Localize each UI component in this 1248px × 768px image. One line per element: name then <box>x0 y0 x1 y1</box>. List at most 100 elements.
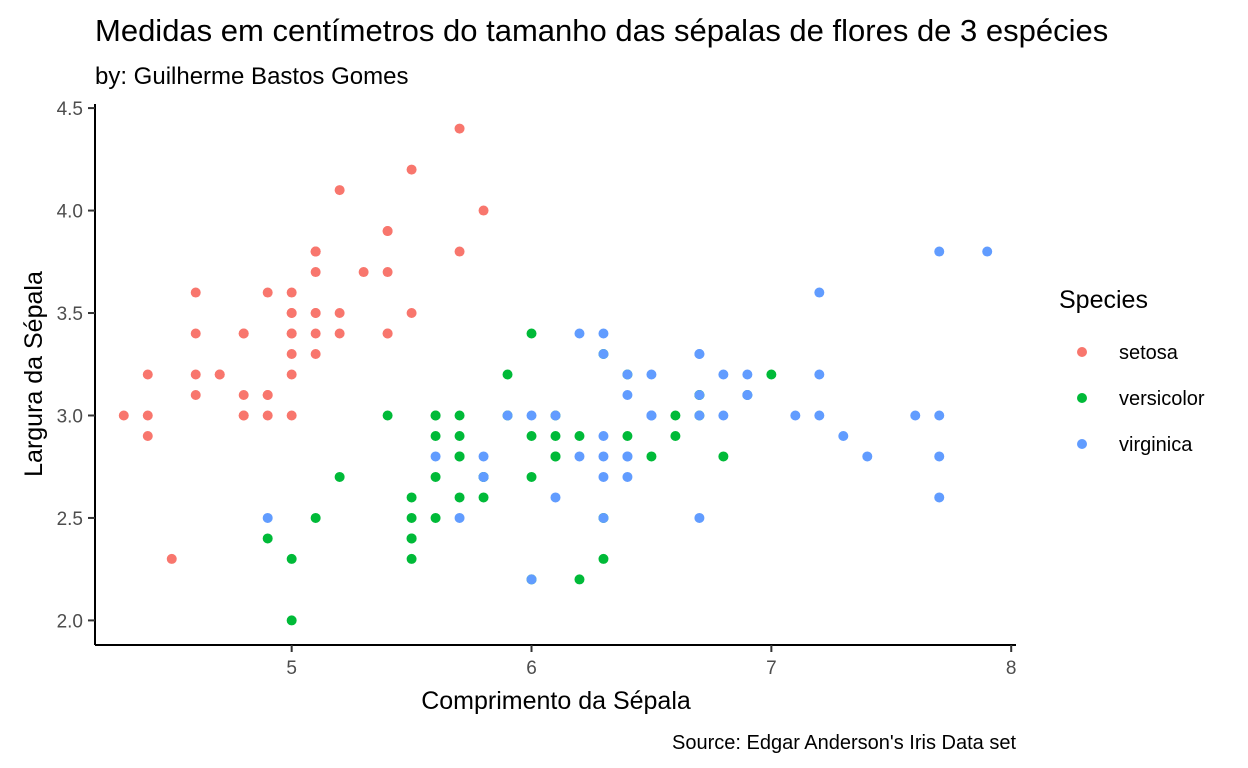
point-virginica <box>454 512 465 523</box>
point-virginica <box>934 410 945 421</box>
point-versicolor <box>574 430 585 441</box>
point-versicolor <box>670 430 681 441</box>
point-versicolor <box>430 471 441 482</box>
y-tick-label: 4.5 <box>57 99 83 120</box>
y-tick-label: 2.5 <box>57 509 83 530</box>
point-versicolor <box>622 430 633 441</box>
point-virginica <box>742 369 753 380</box>
point-setosa <box>334 308 345 319</box>
point-setosa <box>262 410 273 421</box>
y-tick-label: 4.0 <box>57 202 83 223</box>
point-versicolor <box>310 512 321 523</box>
point-virginica <box>694 389 705 400</box>
y-axis-title: Largura da Sépala <box>20 271 48 477</box>
point-virginica <box>526 410 537 421</box>
point-setosa <box>118 410 129 421</box>
point-versicolor <box>430 410 441 421</box>
point-virginica <box>838 430 849 441</box>
chart-caption: Source: Edgar Anderson's Iris Data set <box>672 732 1016 754</box>
point-virginica <box>598 430 609 441</box>
point-versicolor <box>262 533 273 544</box>
legend-title: Species <box>1059 286 1148 314</box>
point-versicolor <box>454 451 465 462</box>
point-virginica <box>646 369 657 380</box>
point-versicolor <box>670 410 681 421</box>
point-virginica <box>598 451 609 462</box>
point-setosa <box>454 123 465 134</box>
legend: Species setosa versicolor virginica <box>1059 286 1205 456</box>
point-virginica <box>550 410 561 421</box>
point-virginica <box>742 389 753 400</box>
point-versicolor <box>598 553 609 564</box>
point-setosa <box>214 369 225 380</box>
point-virginica <box>622 389 633 400</box>
point-setosa <box>190 389 201 400</box>
point-setosa <box>262 287 273 298</box>
legend-key-virginica <box>1077 439 1087 449</box>
point-versicolor <box>286 615 297 626</box>
point-setosa <box>190 328 201 339</box>
point-virginica <box>694 410 705 421</box>
point-virginica <box>598 512 609 523</box>
point-setosa <box>334 328 345 339</box>
point-versicolor <box>406 492 417 503</box>
point-setosa <box>238 328 249 339</box>
point-virginica <box>814 369 825 380</box>
point-setosa <box>166 553 177 564</box>
chart-title: Medidas em centímetros do tamanho das sé… <box>95 13 1108 48</box>
point-setosa <box>382 226 393 237</box>
point-setosa <box>310 267 321 278</box>
y-tick-label: 3.0 <box>57 406 83 427</box>
point-virginica <box>550 492 561 503</box>
point-versicolor <box>334 471 345 482</box>
point-versicolor <box>454 430 465 441</box>
point-versicolor <box>526 471 537 482</box>
point-setosa <box>382 328 393 339</box>
point-virginica <box>526 574 537 585</box>
point-setosa <box>286 369 297 380</box>
y-axis-ticks: 2.0 2.5 3.0 3.5 4.0 4.5 <box>57 99 95 632</box>
chart-subtitle: by: Guilherme Bastos Gomes <box>95 63 408 90</box>
point-virginica <box>646 410 657 421</box>
point-versicolor <box>406 553 417 564</box>
point-virginica <box>622 451 633 462</box>
point-setosa <box>310 308 321 319</box>
point-setosa <box>286 308 297 319</box>
point-setosa <box>310 349 321 360</box>
point-virginica <box>814 410 825 421</box>
point-versicolor <box>526 430 537 441</box>
point-setosa <box>262 389 273 400</box>
x-axis-ticks: 5 6 7 8 <box>286 645 1016 679</box>
x-tick-label: 5 <box>286 658 297 679</box>
point-virginica <box>934 451 945 462</box>
point-setosa <box>286 328 297 339</box>
point-versicolor <box>550 451 561 462</box>
point-versicolor <box>766 369 777 380</box>
point-versicolor <box>406 512 417 523</box>
point-versicolor <box>286 553 297 564</box>
point-setosa <box>310 328 321 339</box>
point-virginica <box>814 287 825 298</box>
point-setosa <box>382 267 393 278</box>
point-setosa <box>142 369 153 380</box>
point-setosa <box>406 308 417 319</box>
point-virginica <box>598 349 609 360</box>
data-points <box>118 123 993 626</box>
point-virginica <box>622 369 633 380</box>
point-virginica <box>598 328 609 339</box>
point-versicolor <box>718 451 729 462</box>
point-virginica <box>574 451 585 462</box>
point-versicolor <box>502 369 513 380</box>
legend-key-setosa <box>1077 347 1087 357</box>
point-versicolor <box>406 533 417 544</box>
legend-label-virginica: virginica <box>1119 434 1193 456</box>
point-versicolor <box>454 492 465 503</box>
point-setosa <box>142 410 153 421</box>
point-versicolor <box>574 574 585 585</box>
point-setosa <box>406 164 417 175</box>
point-virginica <box>478 471 489 482</box>
point-virginica <box>694 512 705 523</box>
legend-key-versicolor <box>1077 393 1087 403</box>
point-virginica <box>790 410 801 421</box>
